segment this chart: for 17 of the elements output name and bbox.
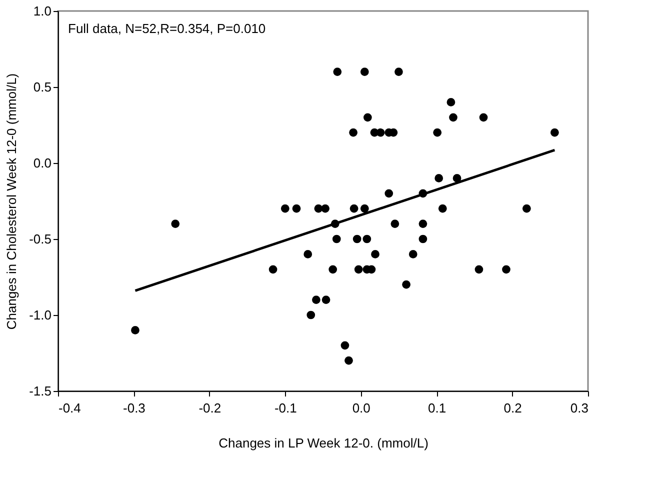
- annotation: Full data, N=52,R=0.354, P=0.010: [68, 21, 266, 36]
- y-tick-label: 1.0: [33, 4, 52, 18]
- y-tick-label: -0.5: [29, 232, 52, 246]
- x-axis-title: Changes in LP Week 12-0. (mmol/L): [218, 436, 428, 450]
- x-tick-label: -0.3: [123, 400, 146, 416]
- y-tick-label: 0.0: [33, 156, 52, 170]
- x-tick-label: 0.3: [570, 400, 588, 416]
- y-tick-label: 0.5: [33, 80, 52, 94]
- x-tick-label: 0.2: [504, 400, 522, 416]
- x-tick-label: -0.4: [58, 400, 81, 416]
- x-tick-label: -0.2: [198, 400, 222, 416]
- y-tick-label: -1.5: [29, 384, 52, 398]
- x-tick-label: 0.0: [352, 400, 370, 416]
- y-axis-title: Changes in Cholesterol Week 12-0 (mmol/L): [4, 73, 20, 330]
- x-tick-label: -0.1: [274, 400, 297, 416]
- y-tick-label: -1.0: [29, 308, 52, 322]
- x-tick-label: 0.1: [428, 400, 446, 416]
